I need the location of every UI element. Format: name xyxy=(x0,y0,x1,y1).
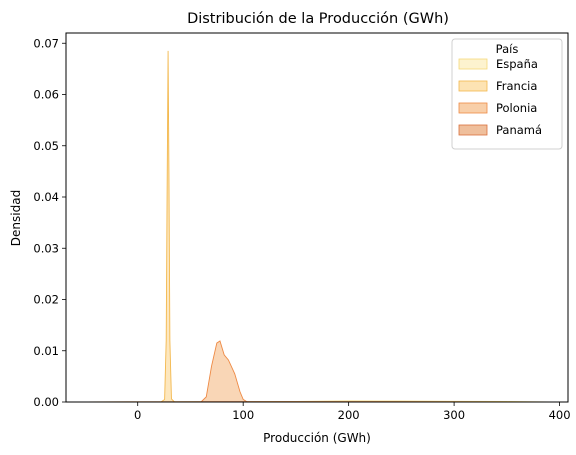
legend-label: España xyxy=(496,57,538,71)
y-tick-label: 0.00 xyxy=(33,395,59,409)
x-axis-ticks: 0 100 200 300 400 xyxy=(134,402,571,422)
legend-label: Francia xyxy=(496,79,537,93)
x-axis-label: Producción (GWh) xyxy=(263,431,371,445)
legend-swatch xyxy=(458,58,488,70)
y-tick-label: 0.02 xyxy=(33,293,59,307)
legend-label: Panamá xyxy=(496,123,542,137)
x-tick-label: 0 xyxy=(134,408,141,422)
legend-swatch xyxy=(458,124,488,136)
density-area-series-2 xyxy=(199,340,249,403)
legend-swatch xyxy=(458,80,488,92)
legend-title: País xyxy=(496,42,519,56)
plot-frame xyxy=(65,32,569,403)
y-tick-label: 0.01 xyxy=(33,344,59,358)
y-tick-label: 0.06 xyxy=(33,88,59,102)
x-tick-label: 300 xyxy=(443,408,465,422)
legend-items: España Francia Polonia Panamá xyxy=(458,57,542,137)
y-tick-label: 0.03 xyxy=(33,241,59,255)
legend-swatch xyxy=(458,102,488,114)
y-axis-label: Densidad xyxy=(9,190,23,246)
x-tick-label: 200 xyxy=(338,408,360,422)
legend: País España Francia Polonia Panamá xyxy=(451,38,563,150)
legend-label: Polonia xyxy=(496,101,537,115)
chart-title: Distribución de la Producción (GWh) xyxy=(187,11,449,27)
x-tick-label: 100 xyxy=(232,408,254,422)
y-tick-label: 0.07 xyxy=(33,36,59,50)
density-area-series-1 xyxy=(159,50,176,403)
y-tick-label: 0.05 xyxy=(33,139,59,153)
y-axis-ticks: 0.00 0.01 0.02 0.03 0.04 0.05 0.06 0.07 xyxy=(33,36,66,409)
y-tick-label: 0.04 xyxy=(33,190,59,204)
x-tick-label: 400 xyxy=(549,408,571,422)
